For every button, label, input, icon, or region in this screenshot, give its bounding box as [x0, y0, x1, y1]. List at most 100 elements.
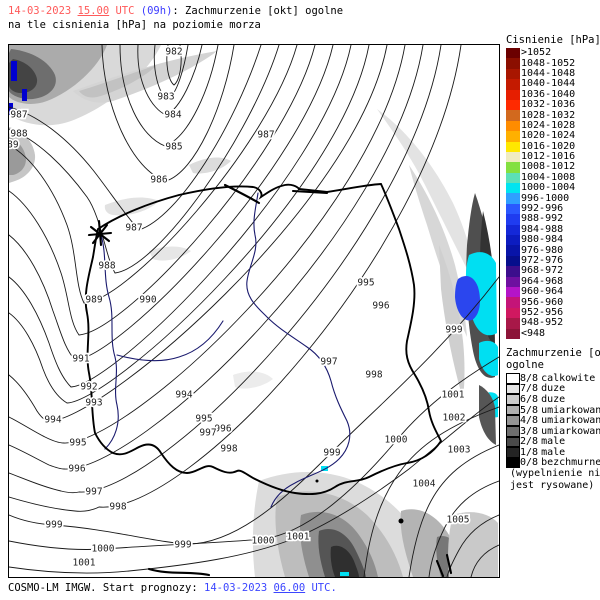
pressure-range-label: 980-984	[521, 234, 564, 246]
isobar-label: 991	[72, 354, 89, 365]
isobar-label: 997	[199, 428, 216, 439]
isobar-label: 1004	[413, 479, 436, 490]
pressure-legend-row: 1008-1012	[506, 162, 600, 173]
cloud-okta-label: 5/8	[520, 404, 539, 416]
isobar-label: 999	[174, 540, 191, 551]
isobar-label: 998	[365, 370, 382, 381]
pressure-swatch	[506, 307, 520, 319]
map-dot	[315, 479, 319, 483]
isobar-line	[9, 45, 462, 512]
pressure-swatch	[506, 286, 520, 298]
isobar-label: 995	[357, 278, 374, 289]
cloud-shading	[79, 65, 157, 98]
cloud-legend-row: 2/8 male	[506, 436, 600, 448]
cloud-legend: 8/8calkowite7/8duze6/8duze5/8umiarkowane…	[506, 373, 600, 468]
cloud-legend-row: 8/8 calkowite	[506, 373, 600, 384]
isobar-line	[9, 276, 499, 545]
isobar-line	[9, 45, 442, 494]
isobar-line	[9, 396, 499, 574]
cloud-swatch	[506, 436, 520, 448]
cloud-name-label: calkowite	[541, 372, 596, 384]
cloud-name-label: male	[541, 436, 566, 448]
isobar-label: 997	[320, 357, 337, 368]
weather-map: 9829839849859869879889899879889879899909…	[8, 44, 500, 578]
isobar-label: 993	[85, 398, 102, 409]
pressure-legend-row: 1000-1004	[506, 183, 600, 194]
lead-time: (09h)	[140, 5, 173, 17]
pressure-range-label: 960-964	[521, 286, 564, 298]
isobar-label: 999	[323, 448, 340, 459]
river-line	[100, 234, 119, 450]
isobar-label: 1001	[287, 532, 310, 543]
color-patch	[22, 89, 27, 101]
cloud-legend-row: 3/8umiarkowane	[506, 426, 600, 437]
isobar-line	[9, 356, 499, 550]
pressure-range-label: 1020-1024	[521, 130, 576, 142]
isobar-line	[101, 45, 235, 182]
pressure-swatch	[506, 48, 520, 59]
isobar-line	[153, 45, 189, 100]
river-line	[116, 320, 224, 362]
pressure-swatch	[506, 79, 520, 90]
isobar-label: 1003	[448, 445, 471, 456]
pressure-legend-row: 976-980	[506, 245, 600, 256]
pressure-legend-row: 1004-1008	[506, 172, 600, 184]
pressure-swatch	[506, 193, 520, 204]
chart-footer: COSMO-LM IMGW. Start prognozy: 14-03-202…	[8, 582, 337, 594]
cloud-legend-row: 4/8umiarkowane	[506, 415, 600, 426]
pressure-range-label: 964-968	[521, 275, 564, 287]
pressure-legend-row: 996-1000	[506, 193, 600, 204]
pressure-legend-row: 1048-1052	[506, 58, 600, 69]
isobar-label: 984	[164, 110, 181, 121]
cloud-swatch	[506, 404, 520, 416]
isobar-label: 982	[165, 47, 182, 58]
cloud-shading	[439, 245, 465, 399]
isobar-label: 994	[44, 415, 61, 426]
cloud-okta-label: 1/8	[520, 446, 539, 458]
pressure-range-label: 968-972	[521, 265, 564, 277]
pressure-range-label: 1032-1036	[521, 99, 576, 111]
map-dot	[398, 518, 404, 524]
pressure-range-label: 1012-1016	[521, 151, 576, 163]
cloud-name-label: bezchmurne	[541, 457, 600, 469]
pressure-range-label: 1040-1044	[521, 78, 576, 90]
pressure-legend-row: >1052	[506, 48, 600, 59]
cloud-shading	[479, 385, 496, 445]
isobar-line	[137, 45, 203, 116]
cloud-legend-title: Zachmurzenie [okt]	[506, 346, 600, 359]
valid-date: 14-03-2023	[8, 5, 72, 17]
isobar-line	[9, 45, 280, 274]
color-patch	[11, 61, 17, 81]
pressure-legend-row: 1028-1032	[506, 110, 600, 121]
isobar-line	[428, 480, 499, 577]
cloud-swatch	[506, 394, 520, 405]
isobar-label: 1000	[252, 536, 275, 547]
pressure-legend-row: 980-984	[506, 234, 600, 246]
isobar-label: 1002	[443, 413, 466, 424]
isobar-line	[9, 45, 388, 422]
cloud-shading	[448, 512, 498, 577]
pressure-range-label: <948	[521, 327, 546, 339]
cloud-name-label: umiarkowane	[541, 404, 600, 416]
cloud-swatch	[506, 457, 520, 469]
pressure-swatch	[506, 318, 520, 329]
isobar-line	[9, 45, 370, 404]
valid-time: 15.00	[77, 5, 110, 17]
pressure-swatch	[506, 266, 520, 277]
title-rest: : Zachmurzenie [okt] ogolne	[172, 5, 344, 17]
pressure-swatch	[506, 203, 520, 215]
cloud-name-label: umiarkowane	[541, 425, 600, 437]
isobar-label: 999	[45, 520, 62, 531]
pressure-legend-row: <948	[506, 327, 600, 339]
pressure-legend-row: 988-992	[506, 214, 600, 225]
cloud-legend-note2: jest rysowane)	[510, 480, 595, 492]
cloud-legend-row: 1/8 male	[506, 447, 600, 458]
pressure-legend-row: 1016-1020	[506, 141, 600, 152]
pressure-swatch	[506, 235, 520, 246]
border-detail	[435, 559, 445, 577]
run-date: 14-03-2023	[204, 582, 268, 594]
isobar-label: 999	[445, 325, 462, 336]
cloud-legend-note1: (wypelnienie nie	[510, 468, 600, 480]
cloud-shading	[479, 340, 498, 377]
pressure-legend-row: 1040-1044	[506, 78, 600, 90]
